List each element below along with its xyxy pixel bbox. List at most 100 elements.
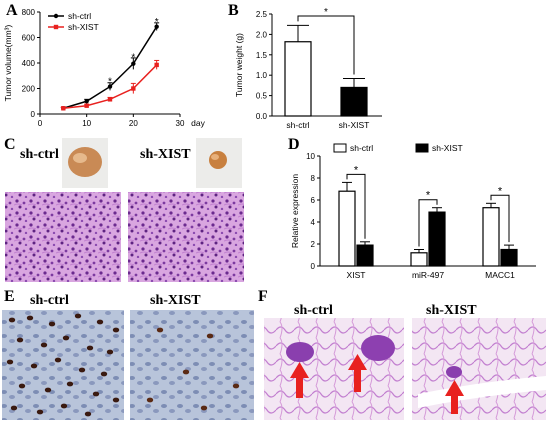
arrow-up-icon xyxy=(445,380,464,414)
ihc-nucleus xyxy=(78,367,86,373)
panel-f-images: sh-ctrl sh-XIST xyxy=(264,303,546,420)
ihc-nucleus xyxy=(30,363,38,369)
x-tick-label: sh-ctrl xyxy=(286,120,309,130)
y-tick-label: 2.0 xyxy=(256,30,268,39)
panel-e-images: sh-ctrl sh-XIST xyxy=(2,293,254,420)
data-point xyxy=(131,86,136,91)
data-point xyxy=(84,99,89,104)
arrow-up-icon xyxy=(290,362,309,398)
c-ctrl-label: sh-ctrl xyxy=(20,147,59,162)
y-tick-label: 600 xyxy=(22,34,36,43)
significance-star: * xyxy=(354,164,359,176)
y-tick-label: 400 xyxy=(22,59,36,68)
panel-label-e: E xyxy=(4,288,15,305)
f-ctrl-label: sh-ctrl xyxy=(294,303,333,318)
tumor-xist-icon xyxy=(209,151,227,169)
significance-bracket xyxy=(346,173,366,239)
x-tick-label: MACC1 xyxy=(485,270,515,280)
metastasis-nodule-3 xyxy=(446,366,462,378)
bar-XIST-sh-ctrl xyxy=(338,190,356,267)
y-tick-label: 2.5 xyxy=(256,10,268,19)
ihc-positive-nuclei-xist xyxy=(146,327,240,411)
x-tick-label: 30 xyxy=(176,119,185,128)
data-point xyxy=(61,106,66,111)
bar-sh-ctrl xyxy=(284,41,312,117)
series-line-sh-ctrl xyxy=(63,26,158,109)
y-tick-label: 0.5 xyxy=(256,92,268,101)
y-axis-label: Tumor weight (g) xyxy=(234,33,244,97)
he-histology-xist xyxy=(128,192,244,282)
significance-bracket xyxy=(418,199,438,247)
y-tick-label: 200 xyxy=(22,85,36,94)
data-point xyxy=(154,62,159,68)
ihc-nucleus xyxy=(66,381,74,387)
panel-c-images: sh-ctrl sh-XIST xyxy=(5,138,244,282)
ihc-nucleus xyxy=(84,411,92,417)
ihc-nucleus xyxy=(6,359,14,365)
legend-label: sh-ctrl xyxy=(68,11,91,21)
ihc-nucleus xyxy=(200,405,208,411)
panel-label-d: D xyxy=(288,136,300,153)
x-tick-label: 0 xyxy=(38,119,43,128)
y-tick-label: 0.0 xyxy=(256,112,268,121)
ihc-nucleus xyxy=(16,337,24,343)
bar-MACC1-sh-XIST xyxy=(500,248,518,267)
ihc-nucleus xyxy=(112,327,120,333)
data-point xyxy=(84,103,89,108)
legend-swatch xyxy=(333,143,347,153)
panel-label-f: F xyxy=(258,288,268,305)
legend-label: sh-XIST xyxy=(432,143,463,153)
x-axis-label: day xyxy=(191,118,205,128)
tumor-weight-chart: 0.0 0.5 1.0 1.5 2.0 2.5 Tumor weight (g) sh-ctr… xyxy=(234,7,382,130)
legend-label: sh-XIST xyxy=(68,22,99,32)
ihc-nucleus xyxy=(44,387,52,393)
tumor-volume-chart: 0 200 400 600 800 0 10 20 30 day Tumor volume(mm³)… xyxy=(3,8,206,128)
x-tick-label: 10 xyxy=(82,119,91,128)
panel-label-b: B xyxy=(228,2,239,19)
x-tick-label: sh-XIST xyxy=(339,120,370,130)
y-tick-label: 8 xyxy=(311,174,316,183)
c-xist-label: sh-XIST xyxy=(140,147,191,162)
significance-star: * xyxy=(498,185,503,197)
ihc-nucleus xyxy=(182,369,190,375)
e-xist-label: sh-XIST xyxy=(150,293,201,308)
data-point xyxy=(154,24,159,29)
relative-expression-chart: 0 2 4 6 8 10 Relative expression sh-ctrl sh-XIST… xyxy=(290,143,536,280)
arrow-up-icon xyxy=(348,354,367,392)
bar-miR-497-sh-ctrl xyxy=(410,252,428,267)
y-tick-label: 10 xyxy=(306,152,315,161)
ihc-nucleus xyxy=(100,371,108,377)
y-tick-label: 6 xyxy=(311,196,316,205)
legend-marker xyxy=(53,24,59,30)
ihc-nucleus xyxy=(18,383,26,389)
ihc-nucleus xyxy=(26,315,34,321)
ihc-image-ctrl xyxy=(2,310,124,420)
legend-label: sh-ctrl xyxy=(350,143,373,153)
ihc-nucleus xyxy=(112,397,120,403)
ihc-nucleus xyxy=(10,405,18,411)
x-tick-label: miR-497 xyxy=(412,270,444,280)
ihc-nucleus xyxy=(232,383,240,389)
significance-star: * xyxy=(108,76,112,87)
significance-star: * xyxy=(155,17,159,28)
he-histology-ctrl xyxy=(5,192,121,282)
significance-bracket xyxy=(297,15,355,75)
y-tick-label: 1.0 xyxy=(256,71,268,80)
f-xist-label: sh-XIST xyxy=(426,303,477,318)
panel-label-a: A xyxy=(6,2,18,19)
ihc-nucleus xyxy=(48,321,56,327)
y-tick-label: 2 xyxy=(311,240,316,249)
significance-star: * xyxy=(324,7,328,18)
data-point xyxy=(107,84,113,89)
bar-miR-497-sh-XIST xyxy=(428,211,446,267)
ihc-image-xist xyxy=(130,310,254,420)
bar-XIST-sh-XIST xyxy=(356,244,374,267)
bar-MACC1-sh-ctrl xyxy=(482,207,500,267)
y-tick-label: 800 xyxy=(22,8,36,17)
ihc-nucleus xyxy=(106,349,114,355)
ihc-nucleus xyxy=(36,409,44,415)
y-tick-label: 0 xyxy=(31,110,36,119)
ihc-nucleus xyxy=(40,342,48,348)
ihc-nucleus xyxy=(74,313,82,319)
ihc-nucleus xyxy=(92,391,100,397)
